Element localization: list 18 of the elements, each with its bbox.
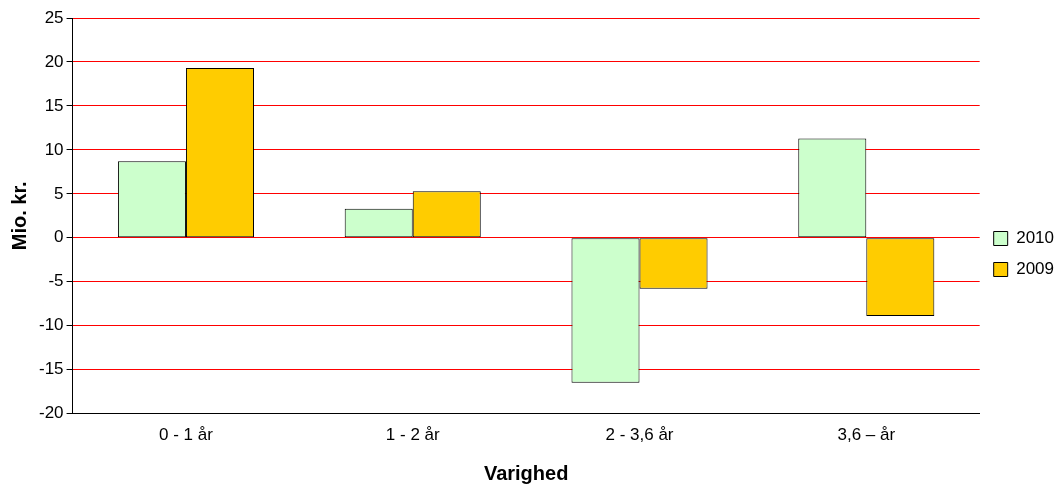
x-tick-label: 2 - 3,6 år (605, 425, 674, 445)
y-tick-label: -20 (38, 403, 64, 423)
x-axis-title: Varighed (483, 461, 569, 484)
y-tick-label: -10 (38, 315, 64, 335)
y-tick-label: 10 (44, 139, 64, 159)
y-axis-title: Mio. kr. (7, 181, 30, 251)
legend-label: 2009 (1016, 259, 1055, 279)
x-tick-label: 3,6 – år (837, 425, 896, 445)
y-tick-label: -5 (48, 271, 64, 291)
x-tick-label: 0 - 1 år (159, 425, 214, 445)
x-tick-label: 1 - 2 år (385, 425, 440, 445)
y-tick-label: 25 (44, 7, 64, 27)
y-tick-label: 0 (54, 227, 64, 247)
y-tick-label: -15 (38, 359, 64, 379)
y-tick-label: 5 (54, 183, 64, 203)
y-tick-label: 20 (44, 51, 64, 71)
y-tick-label: 15 (44, 95, 64, 115)
legend-label: 2010 (1016, 228, 1055, 248)
